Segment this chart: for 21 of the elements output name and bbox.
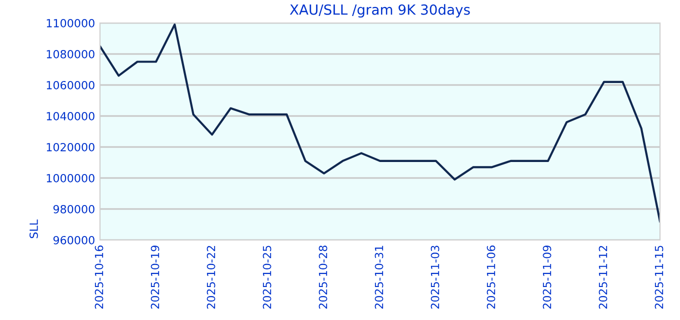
x-tick-label: 2025-11-09: [542, 246, 552, 309]
x-tick-label: 2025-10-19: [150, 246, 160, 309]
y-tick-label: 980000: [53, 204, 94, 214]
y-tick-label: 1080000: [46, 50, 94, 58]
y-tick-label: 1000000: [46, 174, 94, 182]
y-tick-label: 1100000: [46, 18, 94, 28]
x-tick-label: 2025-10-31: [374, 246, 384, 309]
y-tick-label: 1060000: [46, 80, 94, 90]
y-axis-title: SLL: [30, 219, 38, 238]
y-tick-label: 1040000: [46, 112, 94, 120]
y-tick-label: 960000: [53, 236, 94, 244]
x-tick-label: 2025-10-16: [94, 246, 104, 309]
x-tick-label: 2025-11-12: [598, 246, 608, 309]
x-tick-label: 2025-11-06: [486, 246, 496, 309]
chart-title: XAU/SLL /gram 9K 30days: [290, 4, 470, 18]
x-tick-label: 2025-10-25: [262, 246, 272, 309]
y-tick-label: 1020000: [46, 142, 94, 152]
x-tick-label: 2025-11-15: [654, 246, 664, 309]
x-tick-label: 2025-10-28: [318, 246, 328, 309]
x-tick-label: 2025-11-03: [430, 246, 440, 309]
x-tick-label: 2025-10-22: [206, 246, 216, 309]
